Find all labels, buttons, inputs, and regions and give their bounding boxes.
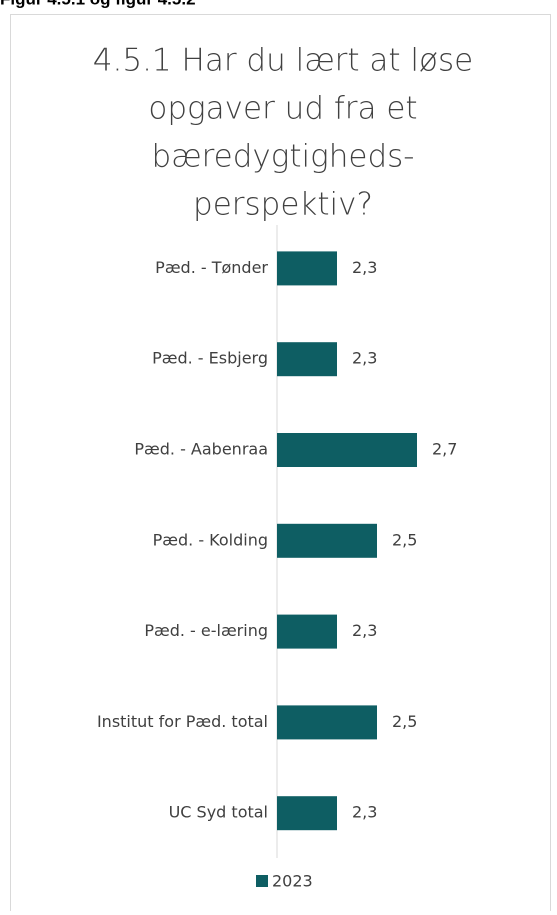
value-label: 2,3 [352,349,377,368]
bar [277,433,417,467]
category-label: Pæd. - Esbjerg [152,349,268,368]
chart-title: bæredygtigheds- [152,139,415,175]
value-label: 2,3 [352,621,377,640]
value-label: 2,7 [432,440,457,459]
chart-title: opgaver ud fra et [148,91,417,127]
bar [277,614,337,649]
bar [277,796,337,831]
value-label: 2,3 [352,803,377,822]
bar [277,705,377,740]
category-label: Pæd. - Kolding [153,530,268,549]
category-label: UC Syd total [169,803,268,822]
category-label: Pæd. - e-læring [144,621,268,640]
value-label: 2,3 [352,258,377,277]
bar [277,523,377,558]
bar [277,342,337,377]
legend-swatch [256,875,268,887]
chart-title: perspektiv? [193,187,373,223]
category-label: Pæd. - Tønder [155,258,268,277]
category-label: Institut for Pæd. total [97,712,268,731]
chart-title: 4.5.1 Har du lært at løse [93,43,473,79]
category-label: Pæd. - Aabenraa [134,440,268,459]
figure-caption: Figur 4.5.1 og figur 4.5.2 [0,0,196,8]
value-label: 2,5 [392,530,417,549]
bar [277,251,337,286]
legend-label: 2023 [272,872,313,891]
value-label: 2,5 [392,712,417,731]
